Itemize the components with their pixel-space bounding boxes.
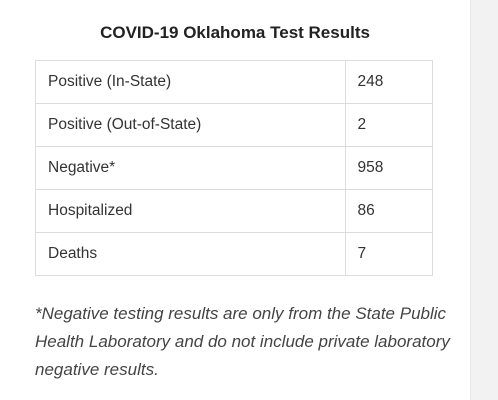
row-label: Positive (Out-of-State)	[35, 103, 346, 147]
table-row: Negative* 958	[35, 146, 434, 190]
table-row: Hospitalized 86	[35, 189, 434, 233]
side-rail	[470, 0, 498, 400]
row-value: 86	[344, 189, 434, 233]
row-value: 2	[344, 103, 434, 147]
row-label: Hospitalized	[35, 189, 346, 233]
row-label: Positive (In-State)	[35, 60, 346, 104]
table-row: Positive (Out-of-State) 2	[35, 103, 434, 147]
results-table: Positive (In-State) 248 Positive (Out-of…	[35, 60, 434, 276]
table-title: COVID-19 Oklahoma Test Results	[100, 23, 370, 42]
table-row: Deaths 7	[35, 232, 434, 276]
row-value: 7	[344, 232, 434, 276]
row-value: 958	[344, 146, 434, 190]
row-value: 248	[344, 60, 434, 104]
table-row: Positive (In-State) 248	[35, 60, 434, 104]
row-label: Deaths	[35, 232, 346, 276]
row-label: Negative*	[35, 146, 346, 190]
footnote: *Negative testing results are only from …	[35, 304, 450, 379]
